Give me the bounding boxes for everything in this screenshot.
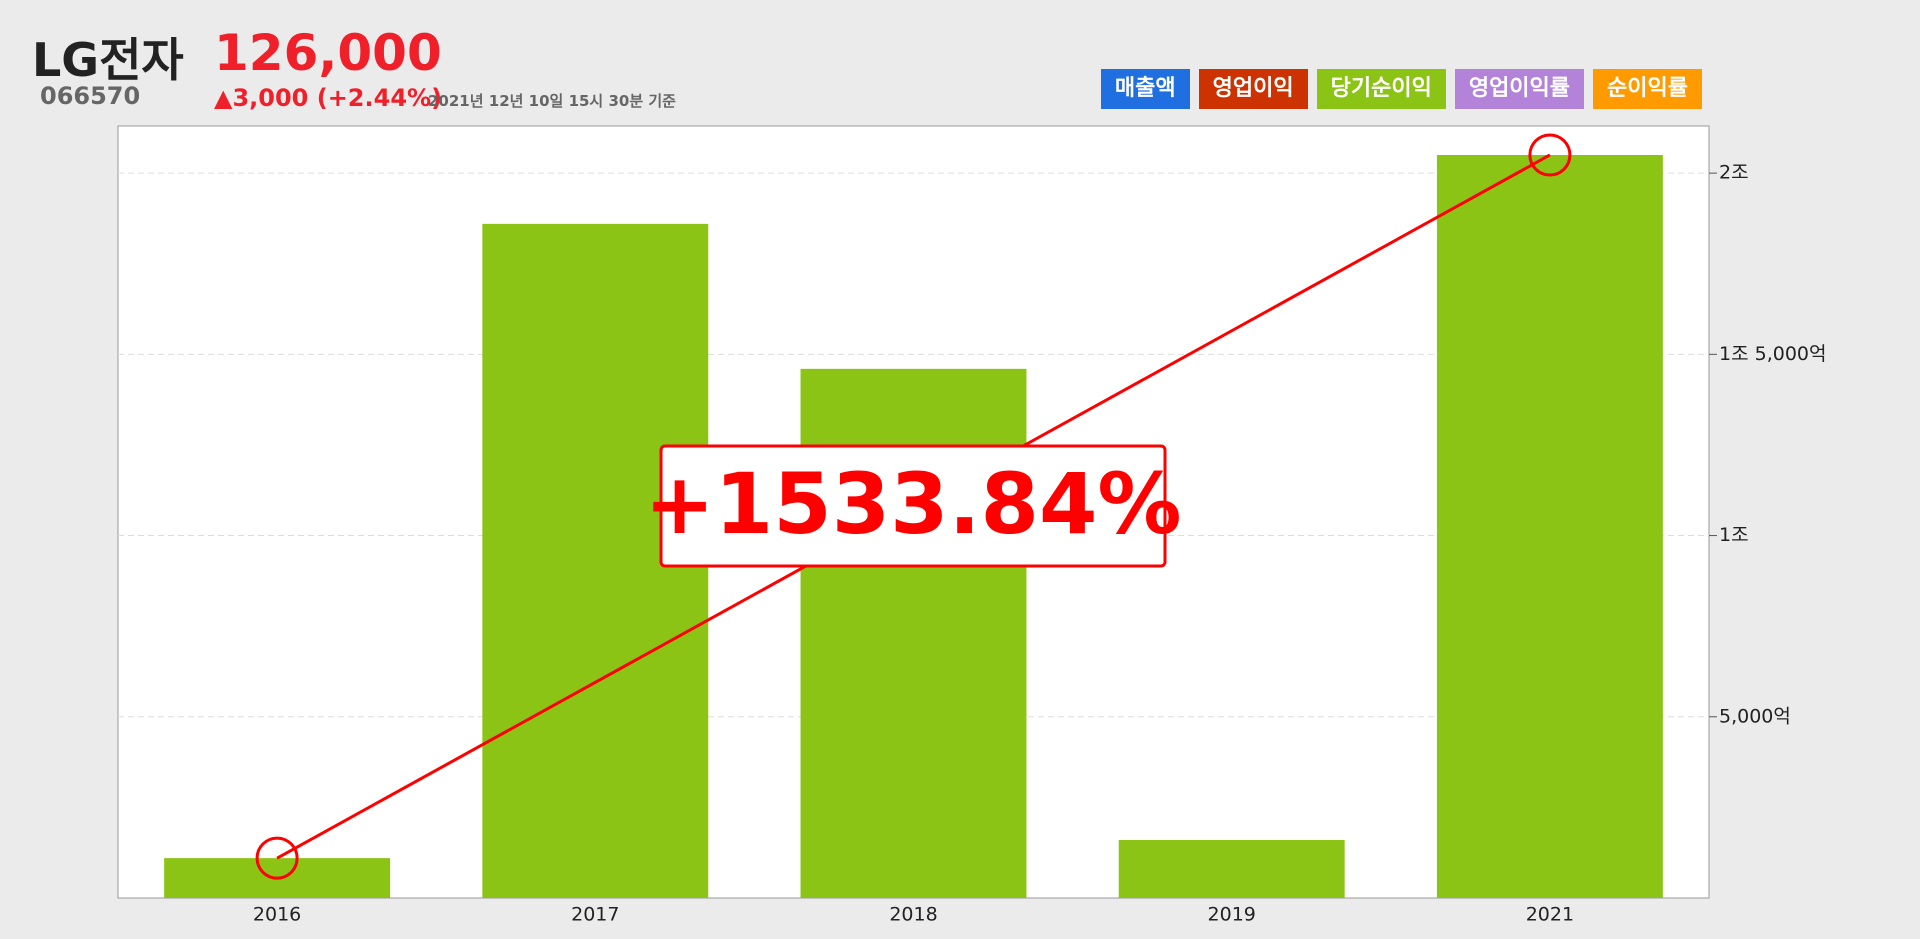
price-change: ▲3,000 (+2.44%) <box>214 84 443 112</box>
annotation-text: +1533.84% <box>644 455 1181 553</box>
stock-name: LG전자 <box>32 33 184 87</box>
stock-price: 126,000 <box>214 24 442 82</box>
legend-button[interactable]: 당기순이익 <box>1316 69 1446 109</box>
x-tick-label: 2017 <box>571 904 619 926</box>
timestamp: 2021년 12년 10일 15시 30분 기준 <box>428 92 676 110</box>
trend-point <box>1528 133 1572 177</box>
annotation-box <box>659 444 1167 568</box>
y-tick-label: 2조 <box>1719 162 1749 184</box>
y-tick-label: 1조 5,000억 <box>1719 343 1826 365</box>
legend-button[interactable]: 순이익률 <box>1593 69 1702 109</box>
legend-button[interactable]: 영업이익 <box>1198 69 1308 109</box>
trend-point <box>255 836 299 880</box>
legend-button[interactable]: 영업이익률 <box>1454 69 1585 109</box>
legend-button[interactable]: 매출액 <box>1100 69 1190 109</box>
bar <box>1118 840 1345 898</box>
x-tick-label: 2019 <box>1208 904 1256 926</box>
bar <box>1436 154 1663 898</box>
x-tick-label: 2016 <box>253 904 301 926</box>
y-tick-label: 5,000억 <box>1719 705 1791 727</box>
x-tick-label: 2018 <box>889 904 937 926</box>
y-tick-label: 1조 <box>1719 524 1749 546</box>
legend: 매출액 영업이익 당기순이익 영업이익률 순이익률 <box>1100 69 1702 109</box>
stock-code: 066570 <box>40 82 141 110</box>
x-tick-label: 2021 <box>1526 904 1574 926</box>
